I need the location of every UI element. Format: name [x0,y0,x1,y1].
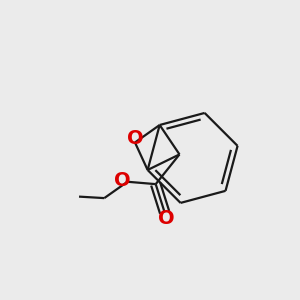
Text: O: O [127,129,143,148]
Text: O: O [158,209,174,228]
Text: O: O [114,171,130,190]
